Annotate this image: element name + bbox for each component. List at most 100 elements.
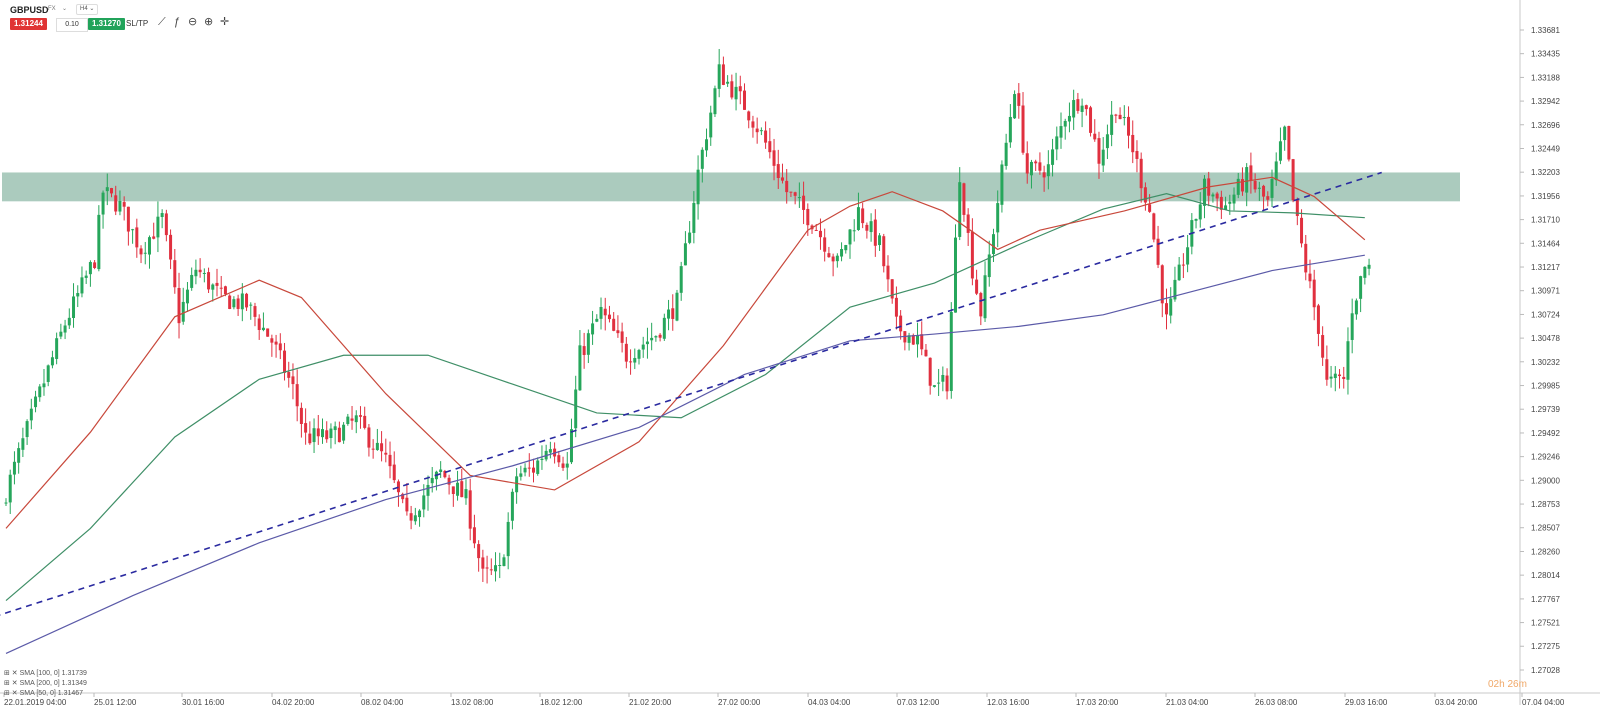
candle-body	[962, 183, 966, 215]
candle-body	[316, 428, 320, 437]
candle-body	[1017, 93, 1021, 106]
time-tick-label: 07.04 04:00	[1522, 698, 1565, 707]
candle-body	[1308, 273, 1312, 282]
candle-body	[1283, 126, 1287, 141]
candle-body	[1139, 158, 1143, 189]
price-tick-label: 1.33435	[1531, 50, 1560, 59]
candle-body	[485, 567, 489, 569]
candle-body	[426, 484, 430, 496]
candle-body	[17, 448, 21, 463]
candle-body	[1350, 313, 1354, 340]
candle-body	[1105, 134, 1109, 149]
candle-body	[1173, 279, 1177, 300]
sma50-line	[5, 254, 1365, 655]
candle-body	[1224, 205, 1228, 210]
candle-body	[1029, 161, 1033, 176]
candle-body	[1122, 117, 1126, 119]
indicator-legend-sma50[interactable]: ⊞ ✕ SMA [50, 0] 1.31467	[4, 690, 84, 697]
sell-price-button[interactable]: 1.31244	[10, 18, 47, 30]
price-tick-label: 1.28753	[1531, 500, 1560, 509]
candle-body	[569, 429, 573, 463]
price-tick-label: 1.31464	[1531, 239, 1560, 248]
candle-body	[143, 252, 147, 254]
market-dropdown-icon[interactable]: ⌄	[62, 6, 68, 12]
candle-body	[1097, 138, 1101, 164]
candle-body	[696, 169, 700, 205]
candle-body	[941, 375, 945, 382]
candle-body	[287, 372, 291, 378]
candle-body	[1245, 167, 1249, 193]
candle-body	[561, 463, 565, 468]
candle-body	[1025, 153, 1029, 174]
indicator-icon[interactable]: ƒ	[174, 16, 181, 28]
price-tick-label: 1.29492	[1531, 429, 1560, 438]
candle-body	[1202, 178, 1206, 206]
candle-body	[1127, 116, 1131, 136]
candle-body	[1131, 134, 1135, 153]
volume-input[interactable]: 0.10	[56, 18, 88, 32]
candle-body	[139, 248, 143, 255]
candle-body	[856, 207, 860, 230]
candle-body	[721, 64, 725, 85]
candle-body	[1089, 107, 1093, 133]
time-tick-label: 17.03 20:00	[1076, 698, 1119, 707]
timeframe-select[interactable]: H4 ⌄	[76, 4, 99, 15]
candle-body	[949, 311, 953, 391]
candle-body	[633, 357, 637, 363]
candle-body	[894, 297, 898, 317]
candle-body	[1359, 276, 1363, 299]
candle-body	[337, 427, 341, 443]
line-chart-icon[interactable]: ⟋	[158, 16, 166, 28]
candle-body	[1346, 341, 1350, 380]
candle-body	[333, 426, 337, 431]
candle-body	[1354, 300, 1358, 315]
candle-body	[329, 428, 333, 438]
candle-body	[907, 335, 911, 343]
candle-body	[591, 323, 595, 335]
crosshair-icon[interactable]: ✛	[220, 16, 230, 28]
candle-body	[996, 203, 1000, 233]
candle-body	[299, 407, 303, 424]
candle-body	[595, 318, 599, 322]
candle-body	[1232, 194, 1236, 204]
candle-body	[1236, 178, 1240, 195]
price-tick-label: 1.28507	[1531, 524, 1560, 533]
zoom-out-icon[interactable]: ⊖	[188, 16, 198, 28]
candle-body	[371, 448, 375, 450]
candle-body	[489, 569, 493, 571]
candle-body	[582, 346, 586, 355]
candle-body	[278, 343, 282, 351]
candle-body	[261, 327, 265, 331]
time-tick-label: 29.03 16:00	[1345, 698, 1388, 707]
symbol-label[interactable]: GBPUSD	[10, 5, 49, 15]
indicator-legend-sma200[interactable]: ⊞ ✕ SMA [200, 0] 1.31349	[4, 680, 87, 687]
candle-body	[899, 315, 903, 332]
candle-body	[1312, 279, 1316, 308]
candle-body	[548, 449, 552, 453]
candle-body	[481, 557, 485, 569]
zoom-in-icon[interactable]: ⊕	[204, 16, 214, 28]
time-tick-label: 25.01 12:00	[94, 698, 137, 707]
buy-price-button[interactable]: 1.31270	[88, 18, 125, 30]
candle-body	[1211, 194, 1215, 197]
candle-body	[422, 495, 426, 510]
candle-body	[392, 464, 396, 481]
time-tick-label: 04.03 04:00	[808, 698, 851, 707]
sltp-button[interactable]: SL/TP	[126, 19, 149, 28]
candle-body	[42, 383, 46, 388]
candle-body	[1118, 114, 1122, 120]
price-tick-label: 1.29985	[1531, 382, 1560, 391]
candle-body	[527, 467, 531, 469]
candle-body	[662, 317, 666, 339]
candle-body	[667, 309, 671, 319]
candle-body	[502, 557, 506, 567]
indicator-legend-sma100[interactable]: ⊞ ✕ SMA [100, 0] 1.31739	[4, 670, 87, 677]
candle-body	[1325, 359, 1329, 380]
candle-body	[1046, 164, 1050, 177]
candle-body	[983, 275, 987, 319]
candle-body	[793, 192, 797, 196]
candle-body	[270, 338, 274, 343]
candle-body	[160, 213, 164, 218]
candle-body	[532, 467, 535, 473]
